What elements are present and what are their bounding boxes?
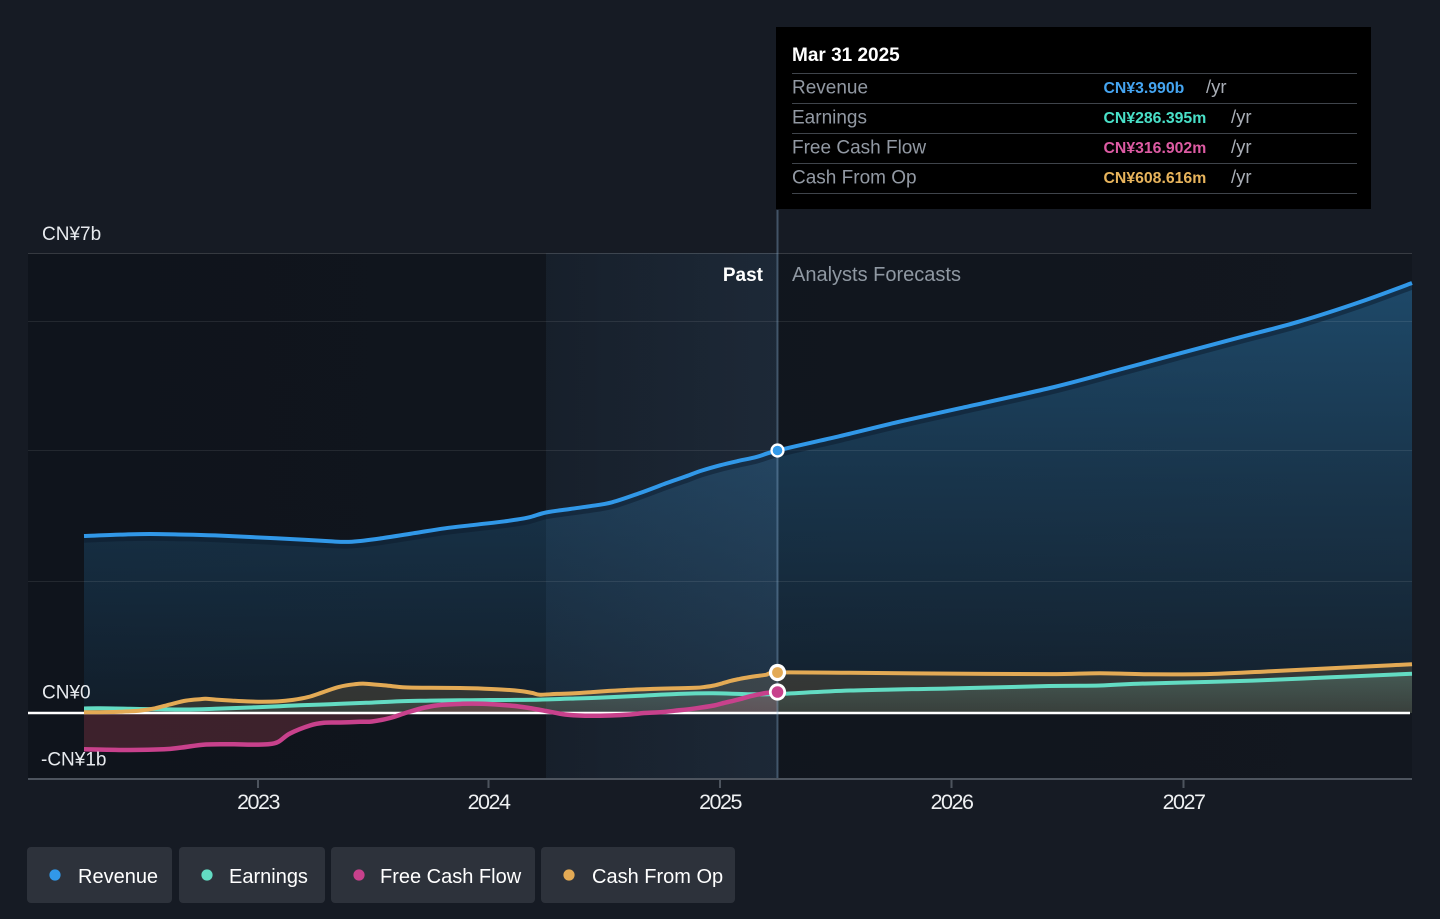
svg-text:Past: Past: [723, 265, 764, 286]
svg-text:Revenue: Revenue: [792, 78, 868, 99]
svg-text:Free Cash Flow: Free Cash Flow: [792, 138, 926, 159]
svg-text:2027: 2027: [1163, 790, 1205, 814]
svg-text:Cash From Op: Cash From Op: [792, 168, 917, 189]
svg-text:2024: 2024: [468, 790, 511, 814]
svg-text:2023: 2023: [237, 790, 280, 814]
svg-text:2026: 2026: [931, 790, 974, 814]
svg-text:Free Cash Flow: Free Cash Flow: [380, 866, 522, 888]
svg-text:CN¥608.616m: CN¥608.616m: [1104, 170, 1207, 187]
svg-text:Mar 31 2025: Mar 31 2025: [792, 45, 900, 66]
svg-text:Analysts Forecasts: Analysts Forecasts: [792, 264, 961, 286]
svg-text:2025: 2025: [699, 790, 742, 814]
svg-text:CN¥7b: CN¥7b: [42, 224, 101, 245]
svg-text:Earnings: Earnings: [229, 866, 308, 888]
svg-text:CN¥316.902m: CN¥316.902m: [1104, 140, 1207, 157]
svg-text:/yr: /yr: [1231, 136, 1252, 157]
svg-text:/yr: /yr: [1231, 106, 1252, 127]
svg-text:CN¥286.395m: CN¥286.395m: [1104, 110, 1207, 127]
svg-text:Revenue: Revenue: [78, 866, 158, 888]
svg-text:-CN¥1b: -CN¥1b: [41, 750, 106, 771]
svg-text:/yr: /yr: [1206, 76, 1227, 97]
svg-text:Earnings: Earnings: [792, 108, 867, 129]
svg-text:/yr: /yr: [1231, 166, 1252, 187]
svg-text:Cash From Op: Cash From Op: [592, 866, 723, 888]
svg-text:CN¥0: CN¥0: [42, 683, 91, 704]
svg-text:CN¥3.990b: CN¥3.990b: [1104, 80, 1185, 97]
